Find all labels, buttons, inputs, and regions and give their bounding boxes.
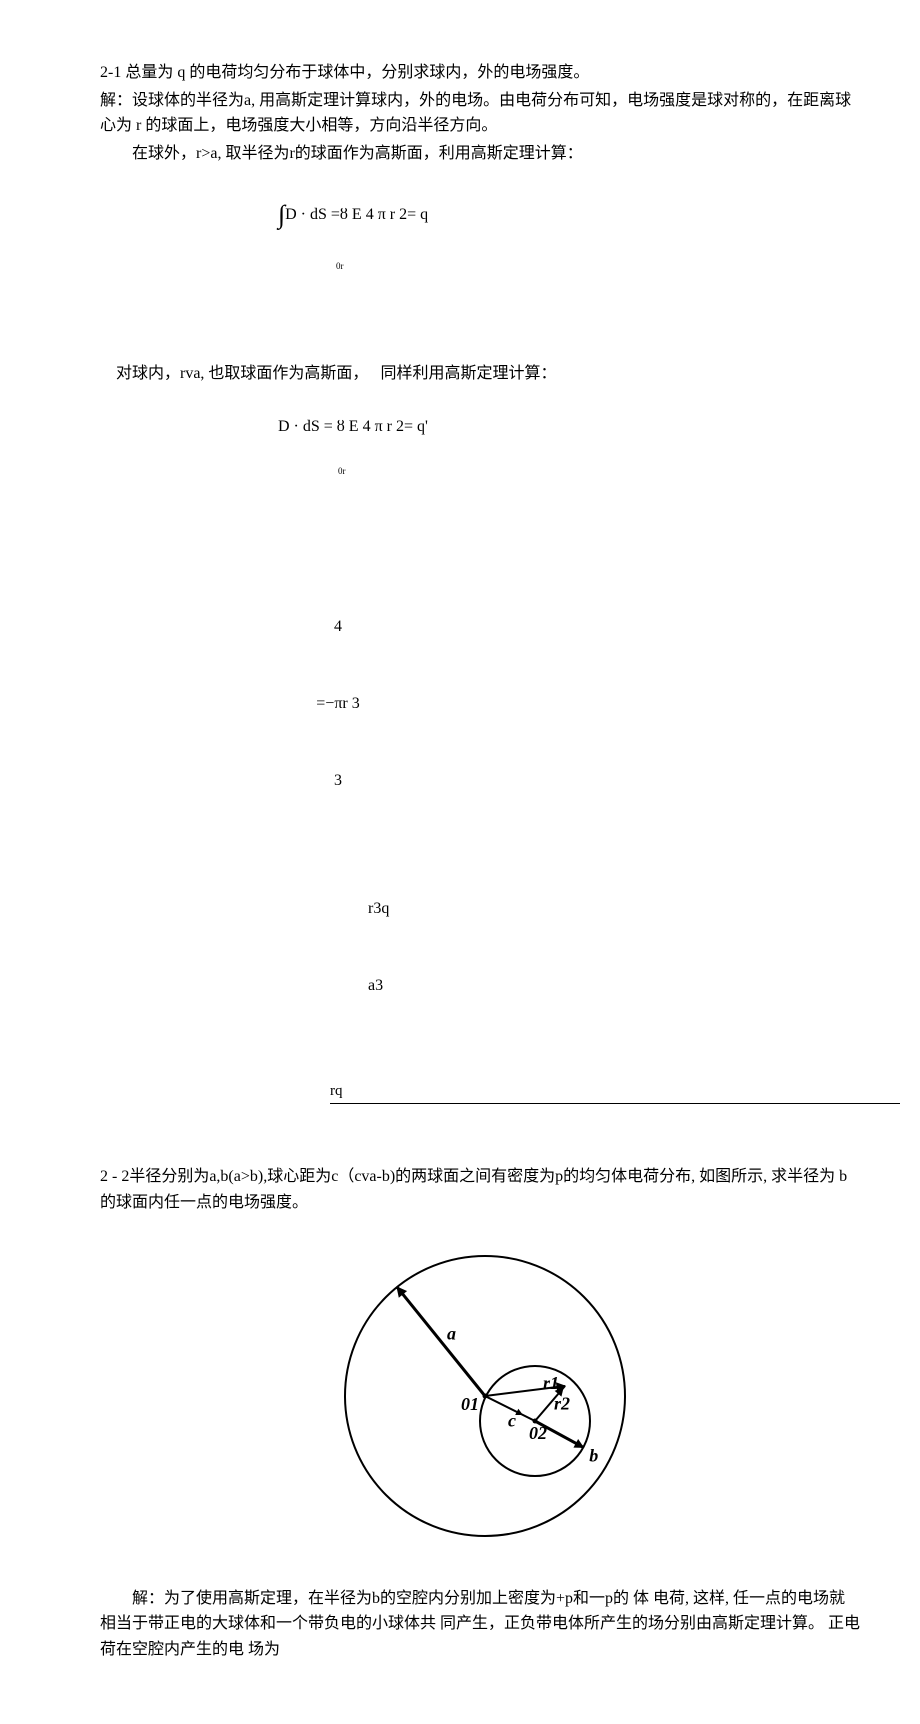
rq-text: rq: [330, 1083, 343, 1099]
equation-2-subscript: 0r: [338, 464, 860, 478]
svg-text:b: b: [589, 1445, 598, 1465]
problem-2-1-question: 2-1 总量为 q 的电荷均匀分布于球体中，分别求球内，外的电场强度。: [100, 60, 860, 86]
two-spheres-figure: a r1r2 c 01 02 b: [235, 1226, 725, 1566]
equation-1-subscript: 0r: [336, 259, 860, 273]
svg-text:02: 02: [529, 1423, 547, 1443]
equation-1-body: D · dS =ȣ E 4 π r 2= q: [285, 206, 428, 223]
rq-underline: rq: [330, 1079, 900, 1104]
equation-3: 4 =−πr 3 3 r3q a3: [300, 538, 860, 1050]
svg-text:c: c: [508, 1410, 516, 1430]
problem-2-2-solution: 解：为了使用高斯定理，在半径为b的空腔内分别加上密度为+p和一p的 体 电荷, …: [100, 1586, 860, 1663]
equation-2-body: D · dS = ȣ E 4 π r 2= q': [278, 418, 428, 435]
equation-3-middle: =−πr 3: [308, 691, 368, 717]
svg-text:01: 01: [461, 1394, 479, 1414]
problem-2-1-solution-line2: 在球外，r>a, 取半径为r的球面作为高斯面，利用高斯定理计算：: [100, 141, 860, 167]
problem-2-1-solution-line3: 对球内，rva, 也取球面作为高斯面， 同样利用高斯定理计算：: [100, 361, 860, 387]
problem-2-1-solution-line1: 解：设球体的半径为a, 用高斯定理计算球内，外的电场。由电荷分布可知，电场强度是…: [100, 88, 860, 139]
svg-text:a: a: [447, 1323, 456, 1343]
equation-3-right-bottom: a3: [368, 973, 389, 999]
equation-2: D · dS = ȣ E 4 π r 2= q' 0r: [270, 389, 860, 504]
equation-1: ∫D · dS =ȣ E 4 π r 2= q 0r: [270, 168, 860, 299]
problem-2-1-solution-line3b: 同样利用高斯定理计算：: [372, 365, 556, 382]
svg-text:r2: r2: [554, 1393, 570, 1413]
equation-3-right-top: r3q: [368, 896, 389, 922]
svg-text:r1: r1: [543, 1373, 559, 1393]
problem-2-2-question: 2 - 2半径分别为a,b(a>b),球心距为c（cva-b)的两球面之间有密度…: [100, 1164, 860, 1215]
equation-3-denominator: 3: [308, 768, 368, 794]
equation-3-numerator: 4: [308, 614, 368, 640]
problem-2-1-solution-line3a: 对球内，rva, 也取球面作为高斯面，: [116, 365, 368, 382]
